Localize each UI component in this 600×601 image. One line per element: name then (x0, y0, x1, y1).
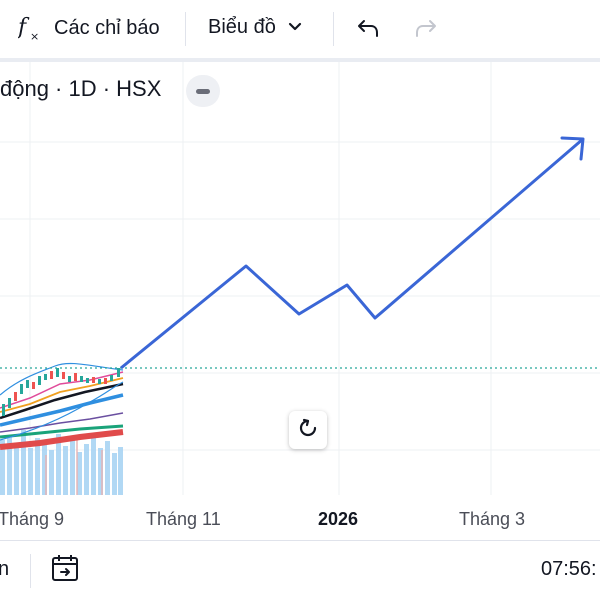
candle (80, 376, 83, 382)
x-axis-label: Tháng 9 (0, 509, 65, 529)
x-axis-label: Tháng 3 (459, 509, 526, 529)
indicators-label: Các chỉ báo (54, 16, 160, 39)
chevron-down-icon (288, 19, 302, 37)
reset-chart-button[interactable] (289, 411, 327, 449)
candle (68, 376, 71, 382)
toolbar-divider (333, 12, 334, 46)
date-range-button[interactable] (50, 553, 80, 588)
volume-bar (7, 436, 12, 495)
fx-icon: f × (16, 14, 42, 43)
candle (8, 398, 11, 408)
toolbar-border (0, 58, 600, 62)
candle (2, 404, 5, 416)
volume-bar (14, 445, 19, 495)
volume-bar (56, 434, 61, 495)
candle (110, 375, 113, 381)
candle (98, 379, 101, 384)
volume-bar (21, 430, 26, 495)
candle (74, 373, 77, 381)
ma-green-line (0, 424, 124, 439)
volume-bar (84, 444, 89, 495)
candle (92, 377, 95, 383)
volume-bar (42, 442, 47, 495)
candle (104, 378, 107, 384)
x-axis-label: Tháng 11 (146, 509, 221, 529)
candle (32, 382, 35, 389)
candles (2, 368, 120, 416)
candle (56, 368, 59, 377)
candle (62, 372, 65, 379)
volume-bar (35, 438, 40, 495)
svg-text:×: × (30, 30, 39, 42)
volume-bar (49, 450, 54, 495)
volume-bar (91, 436, 96, 495)
volume-bar (28, 448, 33, 495)
ma-blue-line (0, 393, 124, 427)
candle (50, 371, 53, 379)
toolbar-divider (30, 554, 31, 588)
volume-bars-red (45, 440, 103, 495)
candle (14, 392, 17, 401)
chart-type-button[interactable]: Biểu đồ (208, 16, 302, 39)
volume-bar (98, 448, 103, 495)
indicators-button[interactable]: f × Các chỉ báo (16, 14, 160, 43)
candle (117, 368, 120, 377)
volume-bar (118, 447, 123, 495)
redo-button[interactable] (414, 17, 438, 44)
candle (38, 376, 41, 385)
bottom-toolbar (0, 540, 600, 601)
volume-bar (45, 455, 47, 495)
volume-bars (0, 430, 123, 495)
date-range-icon (50, 555, 80, 587)
symbol-legend[interactable]: động · 1D · HSX (0, 76, 162, 101)
redo-icon (414, 17, 438, 44)
candle (86, 378, 89, 383)
chart-canvas[interactable] (0, 62, 600, 540)
forecast-arrow-head (560, 136, 585, 161)
volume-bar (0, 440, 5, 495)
volume-bar (63, 446, 68, 495)
x-axis-label: 2026 (318, 509, 359, 529)
bollinger-lower (0, 381, 124, 441)
clock-time: 07:56: (541, 558, 597, 580)
forecast-path-line (120, 137, 584, 370)
volume-bar (101, 450, 103, 495)
chart-label: Biểu đồ (208, 16, 276, 38)
svg-text:f: f (18, 15, 30, 40)
ma-pink-line (0, 371, 124, 409)
undo-button[interactable] (356, 17, 380, 44)
candle (26, 380, 29, 388)
ma-black-line (0, 382, 124, 420)
top-toolbar: f × Các chỉ báo Biểu đồ (0, 0, 600, 58)
volume-bar (105, 441, 110, 495)
bollinger-upper (0, 362, 124, 396)
candle (44, 374, 47, 380)
collapse-legend-button[interactable] (186, 75, 220, 107)
volume-bar (76, 440, 78, 495)
undo-icon (356, 17, 380, 44)
volume-bar (112, 453, 117, 495)
ma-red-line (0, 429, 124, 450)
toolbar-divider (185, 12, 186, 46)
range-label[interactable]: n (0, 558, 10, 580)
ma-purple-line (0, 412, 124, 433)
reset-icon (298, 418, 318, 443)
volume-bar (70, 440, 75, 495)
candle (20, 384, 23, 394)
volume-bar (77, 452, 82, 495)
minus-icon (196, 88, 210, 94)
